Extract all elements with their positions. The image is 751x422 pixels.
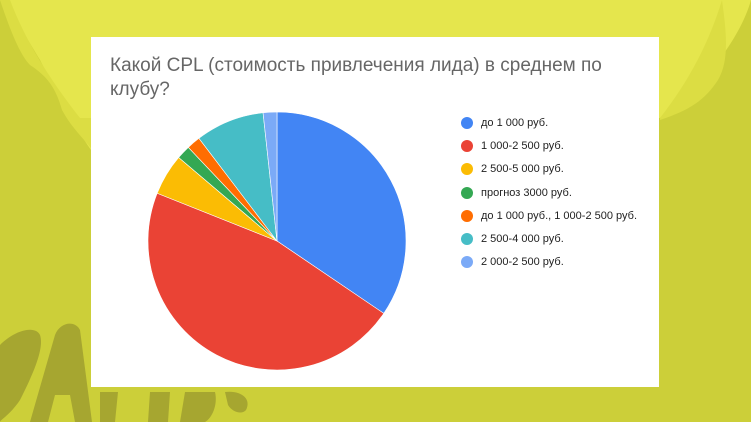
bg-top-left-curve-shape <box>0 0 91 148</box>
legend-item[interactable]: до 1 000 руб. <box>461 111 637 134</box>
legend-dot-icon <box>461 139 473 152</box>
legend-label: 1 000-2 500 руб. <box>481 139 564 152</box>
legend-dot-icon <box>461 186 473 199</box>
legend-label: до 1 000 руб., 1 000-2 500 руб. <box>481 209 638 222</box>
mascot-lettering <box>0 323 248 422</box>
pie-slice[interactable] <box>147 192 385 371</box>
legend-item[interactable]: 2 500-5 000 руб. <box>461 158 637 181</box>
legend-item[interactable]: до 1 000 руб., 1 000-2 500 руб. <box>461 204 637 227</box>
chart-legend: до 1 000 руб. 1 000-2 500 руб. 2 500-5 0… <box>461 111 637 274</box>
bg-top-right-curve-shape <box>660 0 726 120</box>
legend-dot-icon <box>461 116 473 129</box>
chart-title: Какой CPL (стоимость привлечения лида) в… <box>110 54 630 102</box>
legend-item[interactable]: 2 000-2 500 руб. <box>461 251 637 274</box>
legend-label: до 1 000 руб. <box>481 116 549 129</box>
pie-slice[interactable] <box>262 111 278 242</box>
pie-chart <box>147 111 407 371</box>
legend-item[interactable]: 2 500-4 000 руб. <box>461 227 637 250</box>
legend-item[interactable]: 1 000-2 500 руб. <box>461 134 637 157</box>
legend-label: 2 500-4 000 руб. <box>481 233 564 246</box>
pie-slice[interactable] <box>276 111 407 314</box>
legend-label: прогноз 3000 руб. <box>481 186 572 199</box>
legend-item[interactable]: прогноз 3000 руб. <box>461 181 637 204</box>
legend-dot-icon <box>461 233 473 246</box>
chart-title-line-1: Какой CPL (стоимость привлечения лида) в… <box>110 55 602 76</box>
legend-dot-icon <box>461 163 473 176</box>
legend-label: 2 000-2 500 руб. <box>481 256 564 269</box>
legend-dot-icon <box>461 256 473 269</box>
legend-label: 2 500-5 000 руб. <box>481 163 564 176</box>
chart-title-line-2: клубу? <box>110 79 170 100</box>
legend-dot-icon <box>461 209 473 222</box>
chart-card: Какой CPL (стоимость привлечения лида) в… <box>91 37 659 387</box>
